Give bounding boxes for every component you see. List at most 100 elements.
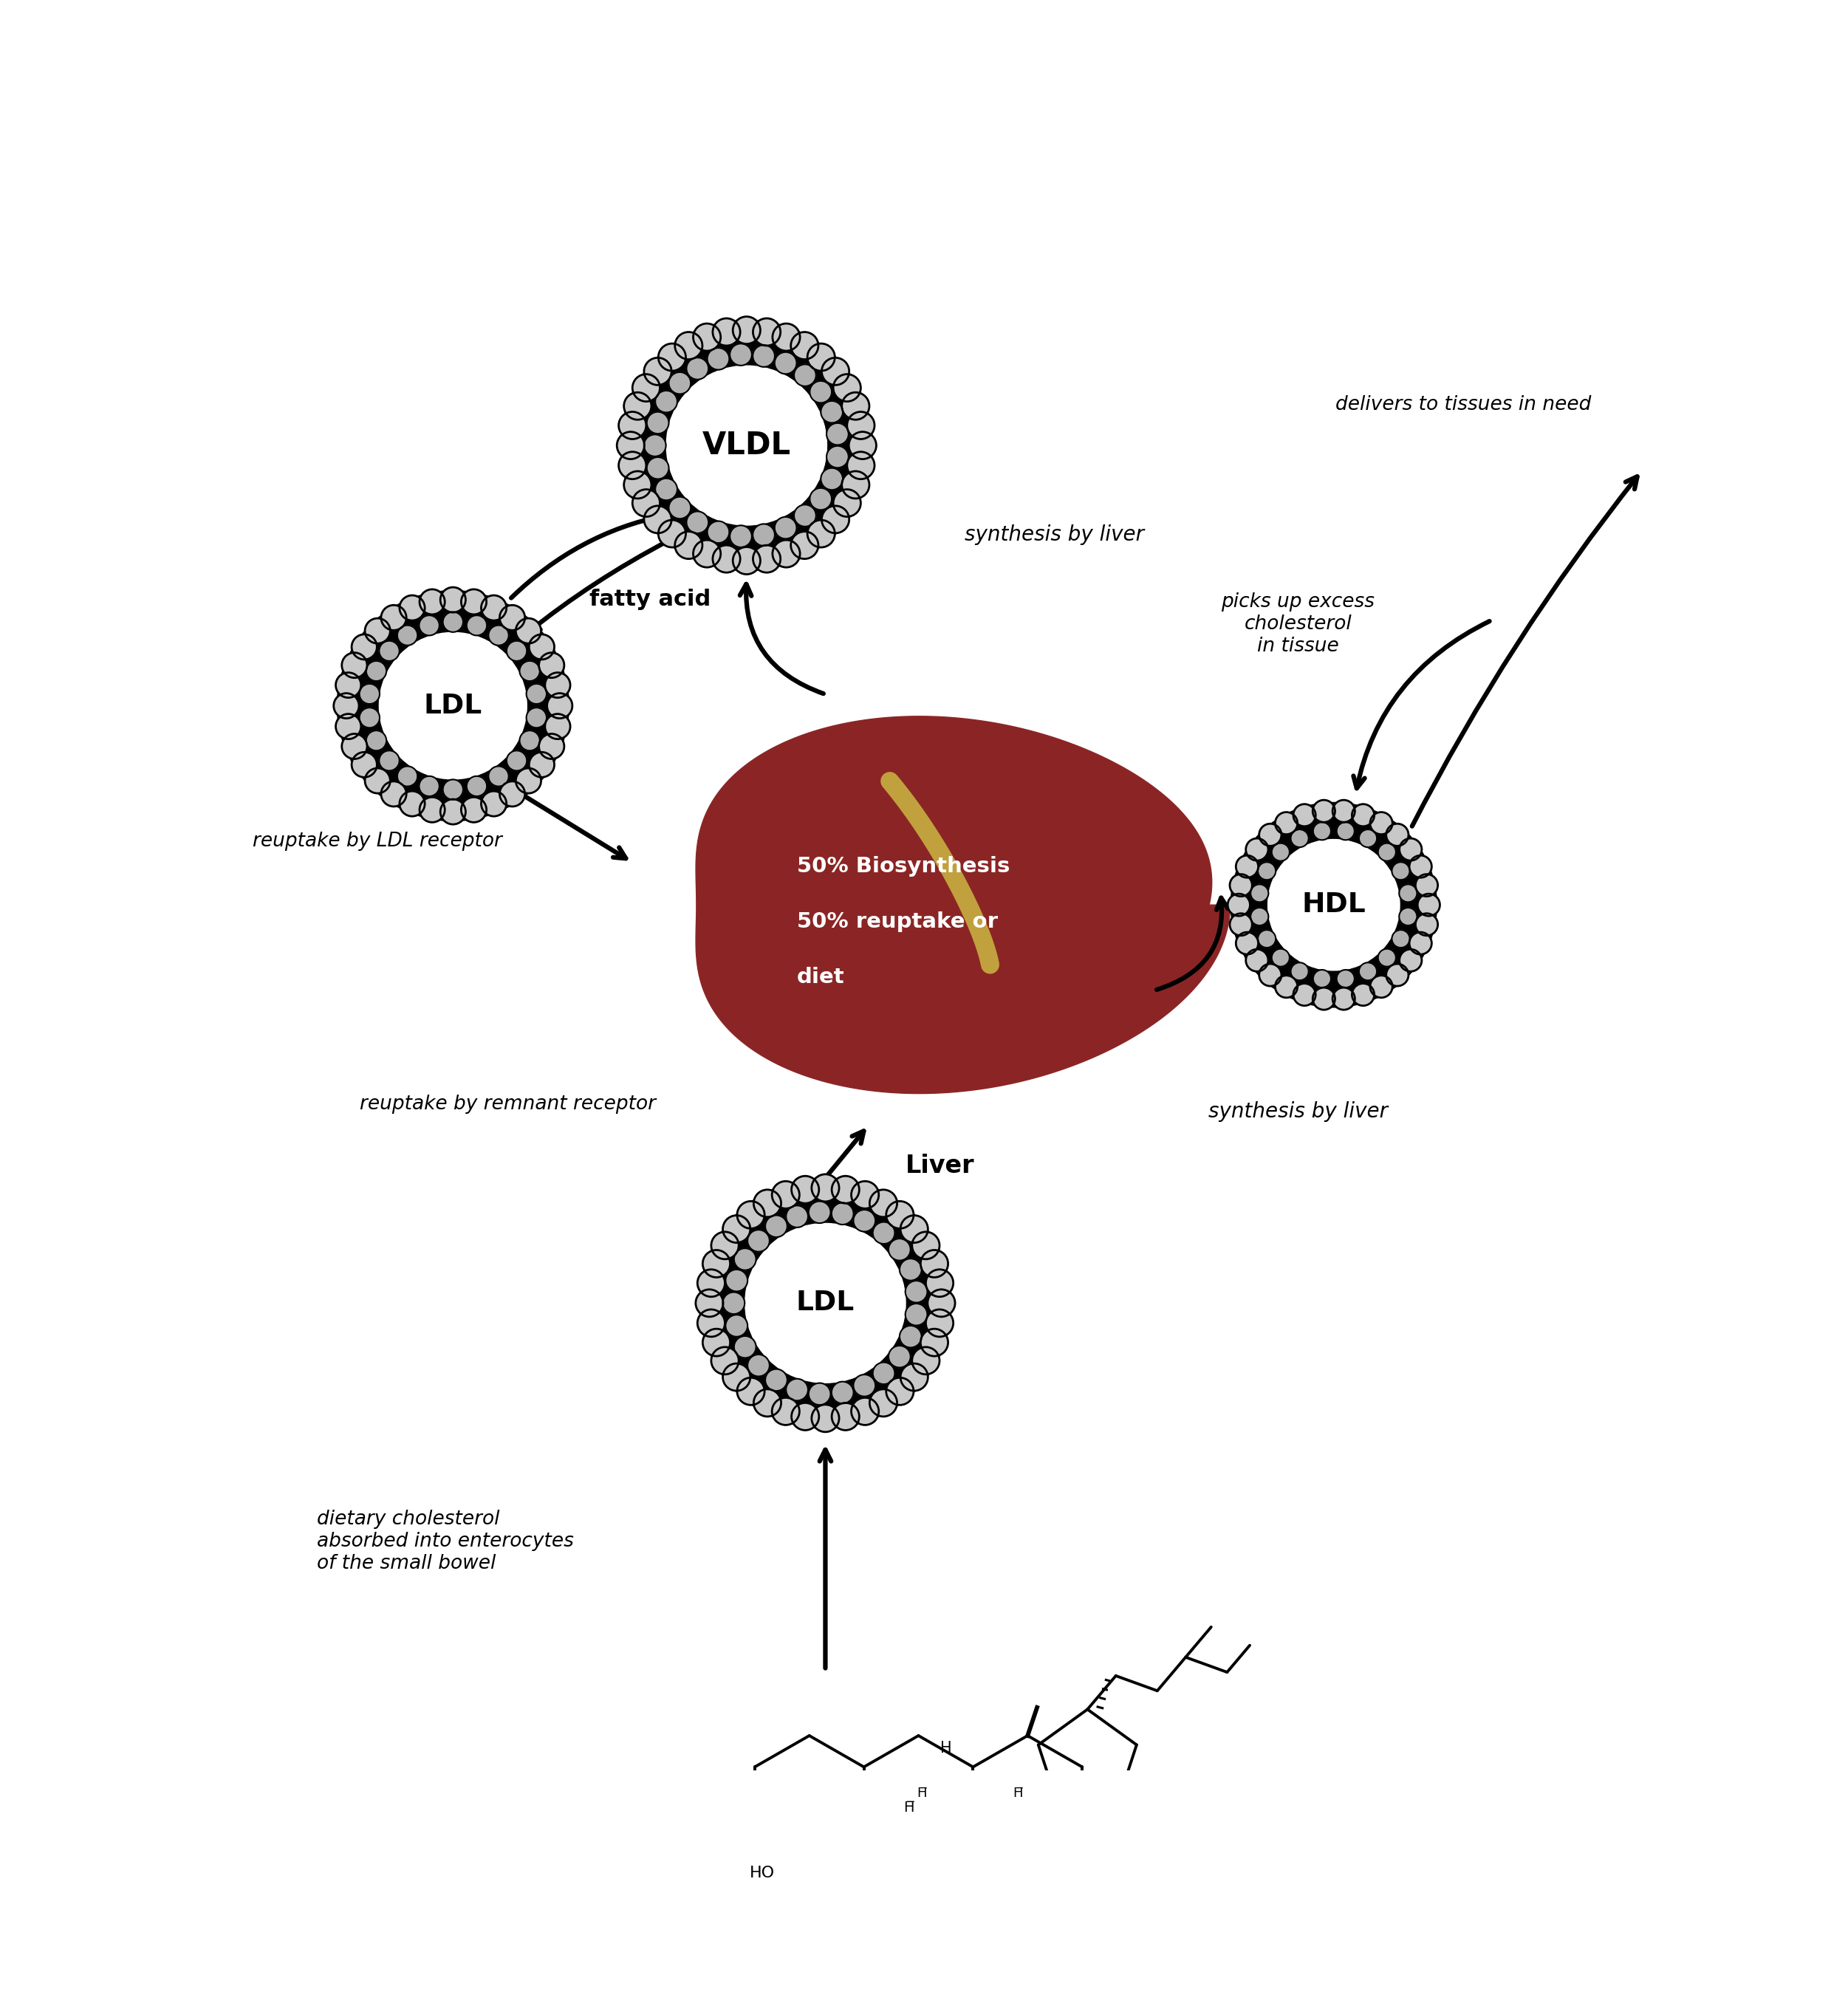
Circle shape xyxy=(795,505,817,527)
Circle shape xyxy=(752,318,780,346)
Circle shape xyxy=(1386,823,1408,845)
Circle shape xyxy=(737,1378,765,1404)
Circle shape xyxy=(926,1269,954,1297)
Circle shape xyxy=(1379,843,1395,861)
Text: 50% reuptake or: 50% reuptake or xyxy=(796,911,998,933)
Circle shape xyxy=(906,1303,928,1325)
Circle shape xyxy=(734,1337,756,1358)
Circle shape xyxy=(809,1201,830,1223)
Circle shape xyxy=(643,358,671,386)
Circle shape xyxy=(656,479,676,501)
Circle shape xyxy=(723,1293,745,1315)
Circle shape xyxy=(1336,971,1355,989)
Circle shape xyxy=(658,519,686,547)
Circle shape xyxy=(1358,829,1377,847)
Circle shape xyxy=(697,1309,724,1337)
Circle shape xyxy=(488,625,508,644)
Circle shape xyxy=(529,634,554,660)
Circle shape xyxy=(399,595,425,621)
Circle shape xyxy=(695,1289,723,1317)
Circle shape xyxy=(889,1239,911,1261)
Circle shape xyxy=(527,708,547,728)
Circle shape xyxy=(366,730,386,750)
Circle shape xyxy=(686,358,708,380)
Text: HO: HO xyxy=(750,1866,774,1882)
Circle shape xyxy=(1353,983,1375,1006)
Circle shape xyxy=(920,1329,948,1356)
Circle shape xyxy=(772,541,800,567)
Circle shape xyxy=(621,320,872,571)
Circle shape xyxy=(540,734,564,760)
Circle shape xyxy=(1236,855,1258,877)
Circle shape xyxy=(811,1174,839,1201)
Circle shape xyxy=(791,1402,819,1430)
Circle shape xyxy=(1336,821,1355,839)
Circle shape xyxy=(826,446,848,467)
Circle shape xyxy=(1312,800,1334,821)
Circle shape xyxy=(1399,885,1417,903)
Circle shape xyxy=(669,497,691,519)
Circle shape xyxy=(822,505,850,533)
Circle shape xyxy=(900,1327,922,1347)
Circle shape xyxy=(832,1175,859,1203)
Circle shape xyxy=(1268,839,1399,971)
Circle shape xyxy=(772,1398,800,1424)
Circle shape xyxy=(444,780,464,800)
Circle shape xyxy=(697,1269,724,1297)
Circle shape xyxy=(669,372,691,394)
Circle shape xyxy=(675,531,702,559)
Text: reuptake by remnant receptor: reuptake by remnant receptor xyxy=(360,1094,656,1114)
Circle shape xyxy=(887,1378,913,1404)
Circle shape xyxy=(499,782,525,806)
Circle shape xyxy=(821,467,843,489)
Text: Liver: Liver xyxy=(906,1154,974,1177)
Circle shape xyxy=(480,595,506,621)
Circle shape xyxy=(1246,949,1268,971)
Circle shape xyxy=(832,1402,859,1430)
Circle shape xyxy=(1314,821,1331,839)
Circle shape xyxy=(1227,893,1249,917)
Circle shape xyxy=(1312,989,1334,1010)
Circle shape xyxy=(809,382,832,404)
Circle shape xyxy=(737,1201,765,1229)
Circle shape xyxy=(926,1309,954,1337)
Circle shape xyxy=(366,660,386,680)
Circle shape xyxy=(519,660,540,680)
Circle shape xyxy=(711,1231,739,1259)
Circle shape xyxy=(774,517,796,539)
Circle shape xyxy=(708,521,730,543)
Circle shape xyxy=(870,1189,896,1217)
Circle shape xyxy=(785,1205,808,1227)
Circle shape xyxy=(1417,893,1440,917)
Circle shape xyxy=(699,1177,952,1428)
Circle shape xyxy=(480,792,506,815)
Circle shape xyxy=(462,798,486,821)
Circle shape xyxy=(1399,837,1421,861)
Circle shape xyxy=(419,615,440,634)
Circle shape xyxy=(656,390,676,412)
Circle shape xyxy=(872,1221,894,1243)
Circle shape xyxy=(499,605,525,631)
Circle shape xyxy=(444,613,464,633)
Circle shape xyxy=(625,471,650,499)
Circle shape xyxy=(1258,861,1275,879)
Circle shape xyxy=(336,672,360,698)
Circle shape xyxy=(440,800,466,823)
Circle shape xyxy=(1251,885,1268,903)
Circle shape xyxy=(1258,931,1275,947)
Circle shape xyxy=(808,519,835,547)
Circle shape xyxy=(843,392,869,420)
Circle shape xyxy=(468,776,486,796)
Text: 50% Biosynthesis: 50% Biosynthesis xyxy=(796,855,1009,877)
Circle shape xyxy=(379,750,399,770)
Circle shape xyxy=(1410,855,1432,877)
Circle shape xyxy=(791,1175,819,1203)
Circle shape xyxy=(540,652,564,678)
Circle shape xyxy=(359,684,379,704)
Circle shape xyxy=(702,1249,730,1277)
Circle shape xyxy=(1236,933,1258,955)
Text: LDL: LDL xyxy=(796,1289,854,1317)
Circle shape xyxy=(809,487,832,509)
Circle shape xyxy=(342,652,368,678)
Circle shape xyxy=(1332,800,1355,821)
